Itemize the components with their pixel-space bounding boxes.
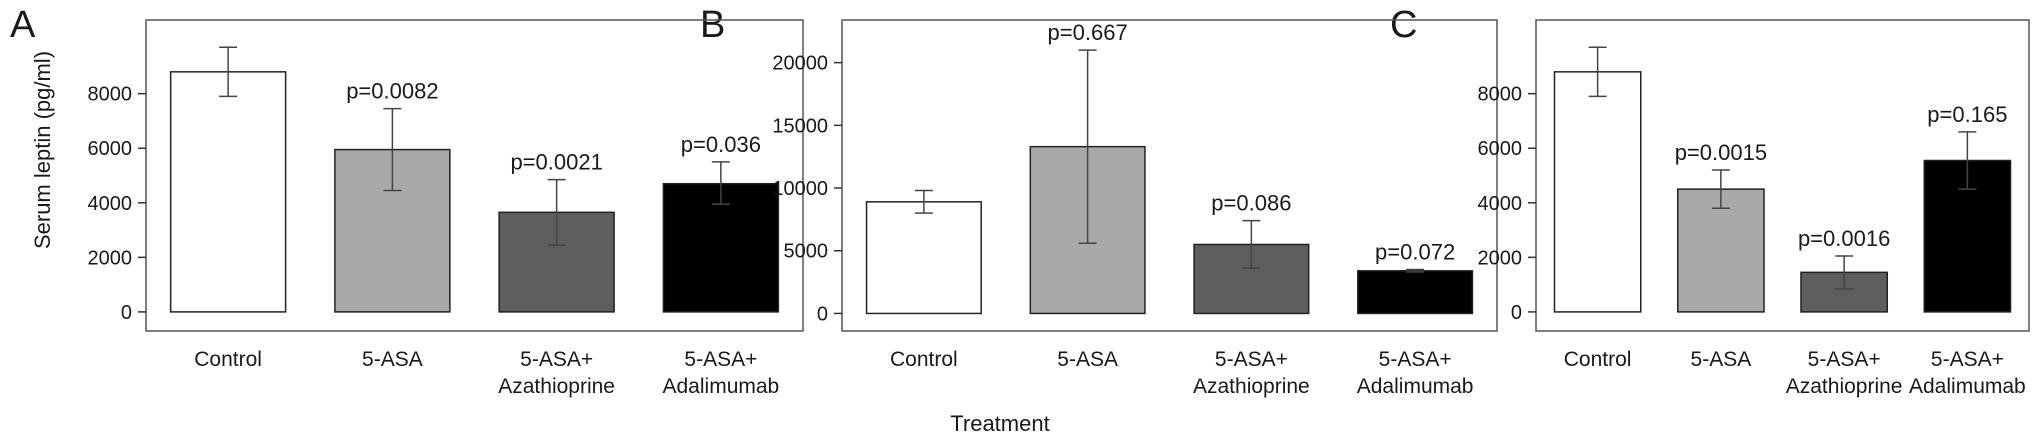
p-value-label-a-2: p=0.0021: [510, 150, 602, 175]
bar-b-0: [865, 201, 982, 315]
p-value-label-c-3: p=0.165: [1927, 102, 2007, 127]
bar-c-0: [1553, 71, 1642, 313]
panel-letter-a: A: [10, 4, 36, 46]
y-tick-label-b-1: 5000: [784, 241, 829, 263]
p-value-label-c-2: p=0.0016: [1798, 226, 1890, 251]
y-tick-label-c-1: 2000: [1478, 247, 1523, 269]
p-value-label-a-1: p=0.0082: [346, 79, 438, 104]
y-tick-label-a-4: 8000: [88, 84, 133, 106]
p-value-label-b-1: p=0.667: [1048, 20, 1128, 45]
y-tick-label-a-0: 0: [121, 302, 132, 324]
x-tick-label-b-2: 5-ASA+ Azathioprine: [1193, 348, 1310, 398]
x-tick-label-b-3: 5-ASA+ Adalimumab: [1357, 348, 1474, 398]
p-value-label-c-1: p=0.0015: [1675, 140, 1767, 165]
x-tick-label-b-1: 5-ASA: [1057, 348, 1118, 371]
plot-frame-b: [841, 19, 1498, 332]
y-tick-label-b-4: 20000: [772, 53, 828, 75]
panel-letter-c: C: [1390, 4, 1418, 46]
y-tick-label-a-3: 6000: [88, 138, 133, 160]
bar-a-0: [169, 71, 287, 313]
x-tick-label-c-1: 5-ASA: [1691, 348, 1752, 371]
y-tick-label-a-1: 2000: [88, 247, 133, 269]
y-tick-label-c-0: 0: [1511, 302, 1522, 324]
x-tick-label-c-2: 5-ASA+ Azathioprine: [1786, 348, 1903, 398]
plot-frame-a: [145, 19, 804, 332]
y-tick-label-b-2: 10000: [772, 178, 828, 200]
x-tick-label-c-3: 5-ASA+ Adalimumab: [1909, 348, 2026, 398]
y-tick-label-a-2: 4000: [88, 193, 133, 215]
y-tick-label-b-3: 15000: [772, 115, 828, 137]
p-value-label-a-3: p=0.036: [681, 132, 761, 157]
y-tick-label-c-2: 4000: [1478, 193, 1523, 215]
bar-b-3: [1357, 270, 1474, 315]
x-tick-label-a-0: Control: [194, 348, 262, 371]
y-tick-label-c-4: 8000: [1478, 84, 1523, 106]
bar-a-3: [662, 182, 780, 313]
x-axis-label: Treatment: [950, 411, 1050, 436]
plot-frame-c: [1535, 19, 2030, 332]
x-tick-label-b-0: Control: [890, 348, 958, 371]
y-tick-label-b-0: 0: [817, 303, 828, 325]
p-value-label-b-2: p=0.086: [1211, 191, 1291, 216]
x-tick-label-a-3: 5-ASA+ Adalimumab: [663, 348, 780, 398]
x-tick-label-a-2: 5-ASA+ Azathioprine: [498, 348, 615, 398]
panel-letter-b: B: [700, 4, 726, 46]
p-value-label-b-3: p=0.072: [1375, 240, 1455, 265]
x-tick-label-c-0: Control: [1564, 348, 1632, 371]
x-tick-label-a-1: 5-ASA: [362, 348, 423, 371]
y-tick-label-c-3: 6000: [1478, 138, 1523, 160]
